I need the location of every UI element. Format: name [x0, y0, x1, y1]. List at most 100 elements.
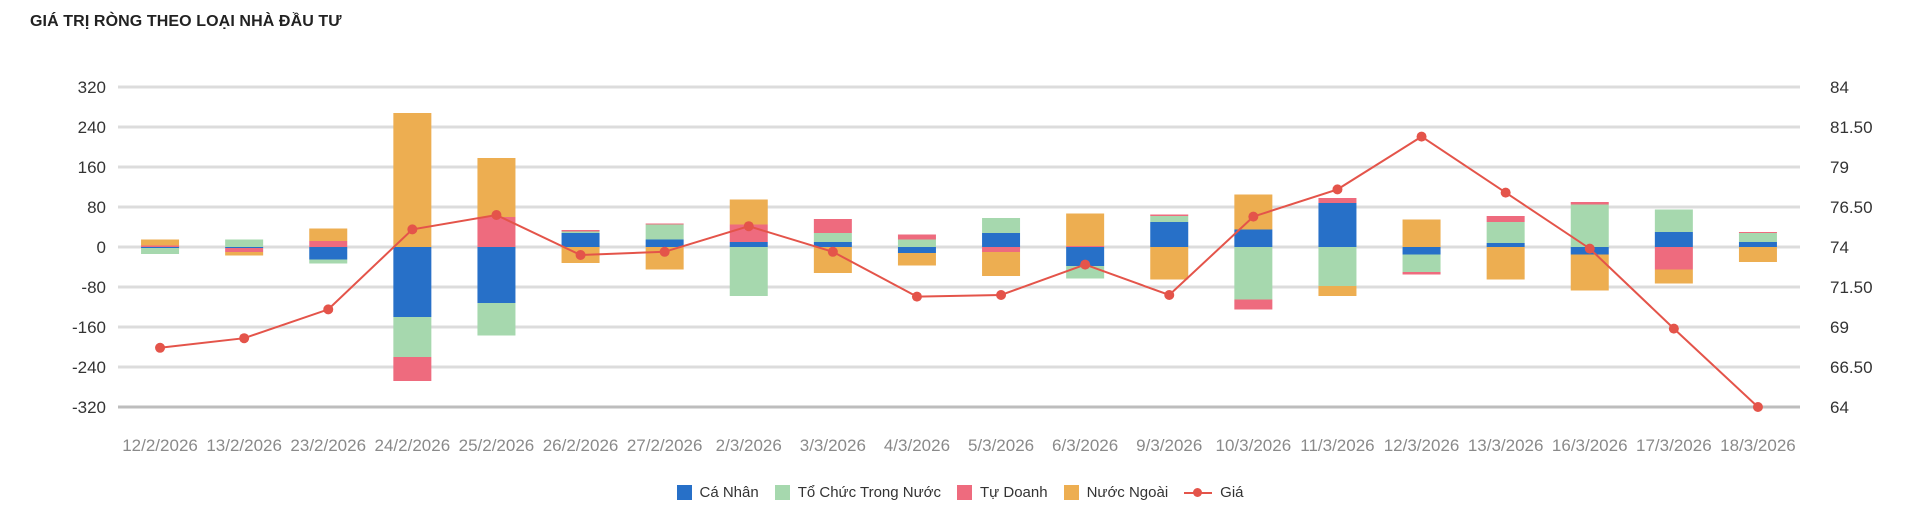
bar-segment — [1150, 214, 1189, 216]
bar-segment — [225, 239, 264, 247]
price-point — [1752, 402, 1763, 412]
y-left-tick-label: 320 — [78, 78, 106, 97]
bar-segment — [225, 247, 264, 248]
legend-label: Nước Ngoài — [1086, 484, 1169, 501]
price-point — [1248, 211, 1259, 222]
bar-segment — [1486, 222, 1525, 243]
bar-segment — [813, 233, 852, 242]
bar-segment — [1318, 198, 1357, 203]
bar-segment — [1150, 222, 1189, 247]
y-left-tick-label: 0 — [97, 238, 106, 257]
price-point — [239, 333, 250, 344]
x-tick-label: 2/3/2026 — [716, 436, 782, 455]
x-tick-label: 4/3/2026 — [884, 436, 950, 455]
bar-segment — [1066, 246, 1105, 247]
bar-segment — [1234, 229, 1273, 247]
legend: Cá Nhân Tổ Chức Trong Nước Tự Doanh Nước… — [0, 484, 1920, 501]
price-line — [155, 131, 1763, 412]
bar-segment — [1066, 266, 1105, 279]
x-tick-label: 10/3/2026 — [1216, 436, 1292, 455]
bar-segment — [1738, 242, 1777, 247]
price-point — [407, 224, 418, 235]
legend-swatch-nuoc-ngoai — [1063, 485, 1079, 500]
bars — [141, 113, 1777, 381]
price-point — [1500, 187, 1511, 198]
y-right-tick-label: 81.50 — [1830, 118, 1873, 137]
bar-segment — [1654, 209, 1693, 232]
bar-segment — [477, 247, 516, 303]
y-axis-left: 320 240 160 80 0 -80 -160 -240 -320 — [72, 78, 106, 417]
legend-item-gia[interactable]: Giá — [1184, 484, 1244, 501]
bar-segment — [1150, 216, 1189, 222]
y-left-tick-label: 240 — [78, 118, 106, 137]
x-tick-label: 3/3/2026 — [800, 436, 866, 455]
bar-segment — [645, 224, 684, 240]
x-tick-label: 11/3/2026 — [1300, 436, 1374, 455]
bar-segment — [1234, 299, 1273, 310]
legend-swatch-tu-doanh — [957, 485, 972, 500]
y-right-tick-label: 74 — [1830, 238, 1849, 257]
x-tick-label: 27/2/2026 — [627, 436, 703, 455]
bar-segment — [1654, 269, 1693, 284]
bar-segment — [897, 239, 936, 247]
bar-segment — [982, 247, 1021, 252]
x-tick-label: 13/3/2026 — [1468, 436, 1544, 455]
bar-segment — [141, 248, 180, 254]
bar-segment — [1066, 247, 1105, 266]
bar-segment — [1738, 247, 1777, 262]
bar-segment — [897, 234, 936, 240]
bar-segment — [1066, 213, 1105, 246]
bar-segment — [1318, 247, 1357, 286]
price-line-path — [159, 135, 1759, 408]
bar-segment — [729, 242, 768, 247]
price-point — [1332, 184, 1343, 195]
bar-segment — [1570, 202, 1609, 205]
bar-segment — [897, 247, 936, 253]
y-left-tick-label: -240 — [72, 358, 106, 377]
bar-segment — [1402, 247, 1441, 255]
bar-segment — [1486, 216, 1525, 222]
bar-segment — [645, 239, 684, 247]
y-left-tick-label: 80 — [87, 198, 106, 217]
legend-label: Tự Doanh — [980, 484, 1048, 501]
legend-item-nuoc-ngoai[interactable]: Nước Ngoài — [1063, 484, 1169, 501]
legend-label: Cá Nhân — [699, 484, 759, 501]
bar-segment — [225, 252, 264, 256]
chart-area: 320 240 160 80 0 -80 -160 -240 -320 84 81.50 79 76.… — [72, 78, 1873, 455]
bar-segment — [1234, 247, 1273, 300]
price-point — [575, 250, 586, 260]
bar-segment — [1318, 286, 1357, 296]
price-point — [491, 210, 502, 220]
bar-segment — [393, 357, 432, 381]
y-right-tick-label: 79 — [1830, 158, 1849, 177]
bar-segment — [982, 218, 1021, 233]
legend-swatch-gia — [1184, 485, 1213, 500]
bar-segment — [1150, 247, 1189, 280]
bar-segment — [477, 158, 516, 217]
bar-segment — [309, 247, 348, 260]
bar-segment — [645, 223, 684, 225]
x-axis: 12/2/2026 13/2/2026 23/2/2026 24/2/2026 25/2… — [122, 436, 1796, 455]
chart-title: GIÁ TRỊ RÒNG THEO LOẠI NHÀ ĐẦU TƯ — [30, 13, 342, 30]
bar-segment — [1738, 233, 1777, 242]
bar-segment — [982, 233, 1021, 247]
legend-swatch-to-chuc — [774, 485, 790, 500]
legend-item-tu-doanh[interactable]: Tự Doanh — [957, 484, 1048, 501]
price-point — [659, 246, 670, 257]
bar-segment — [982, 252, 1021, 276]
y-right-tick-label: 71.50 — [1830, 278, 1873, 297]
x-tick-label: 16/3/2026 — [1552, 436, 1628, 455]
y-right-tick-label: 66.50 — [1830, 358, 1873, 377]
y-right-tick-label: 76.50 — [1830, 198, 1873, 217]
bar-segment — [1486, 243, 1525, 247]
bar-segment — [1402, 254, 1441, 272]
x-tick-label: 6/3/2026 — [1052, 436, 1118, 455]
price-point — [323, 304, 334, 315]
bar-segment — [1654, 247, 1693, 270]
legend-label: Tổ Chức Trong Nước — [797, 484, 941, 501]
legend-item-ca-nhan[interactable]: Cá Nhân — [676, 484, 759, 501]
legend-item-to-chuc[interactable]: Tổ Chức Trong Nước — [774, 484, 941, 501]
bar-segment — [393, 317, 432, 357]
bar-segment — [813, 219, 852, 233]
x-tick-label: 12/3/2026 — [1384, 436, 1460, 455]
